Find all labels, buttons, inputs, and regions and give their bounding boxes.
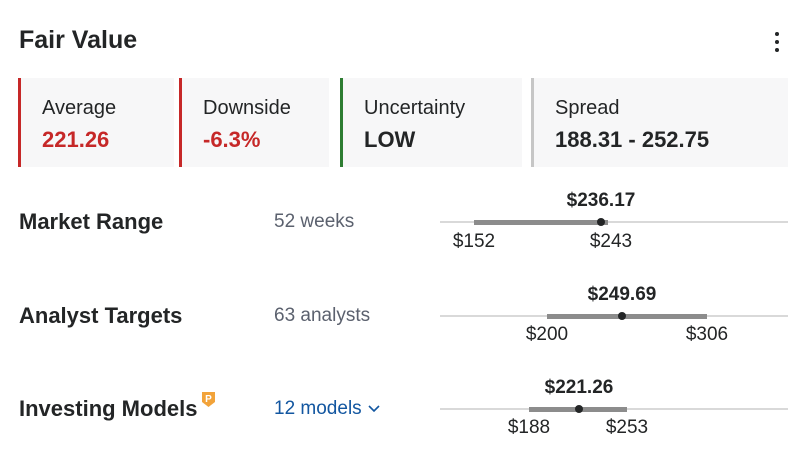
downside-label: Downside [203,97,291,119]
spread-value: 188.31 - 252.75 [555,127,710,152]
spread-card: Spread 188.31 - 252.75 [531,78,788,167]
downside-card: Downside -6.3% [179,78,329,167]
average-card: Average 221.26 [18,78,174,167]
investing-models-text: Investing Models [19,396,198,421]
analyst-count: 63 analysts [274,305,371,326]
svg-text:P: P [206,394,213,405]
uncertainty-card: Uncertainty LOW [340,78,522,167]
analyst-targets-row: Analyst Targets 63 analysts [19,302,789,342]
models-dropdown-link[interactable]: 12 models [274,395,380,423]
investing-models-label: Investing Models P [19,392,216,423]
chevron-down-icon [368,405,380,413]
average-value: 221.26 [42,127,110,152]
spread-label: Spread [555,97,620,119]
downside-value: -6.3% [203,127,261,152]
fair-value-header: Fair Value [19,24,789,56]
uncertainty-label: Uncertainty [364,97,466,119]
investing-models-row: Investing Models P 12 models [19,392,789,435]
kebab-menu-icon[interactable] [773,32,781,52]
average-label: Average [42,97,117,119]
uncertainty-value: LOW [364,127,416,152]
market-range-row: Market Range 52 weeks [19,208,789,248]
pro-badge-icon: P [202,392,216,407]
market-range-period: 52 weeks [274,211,355,232]
page-title: Fair Value [19,26,138,54]
market-range-label: Market Range [19,209,164,234]
analyst-targets-label: Analyst Targets [19,303,183,328]
models-count: 12 models [274,398,362,419]
